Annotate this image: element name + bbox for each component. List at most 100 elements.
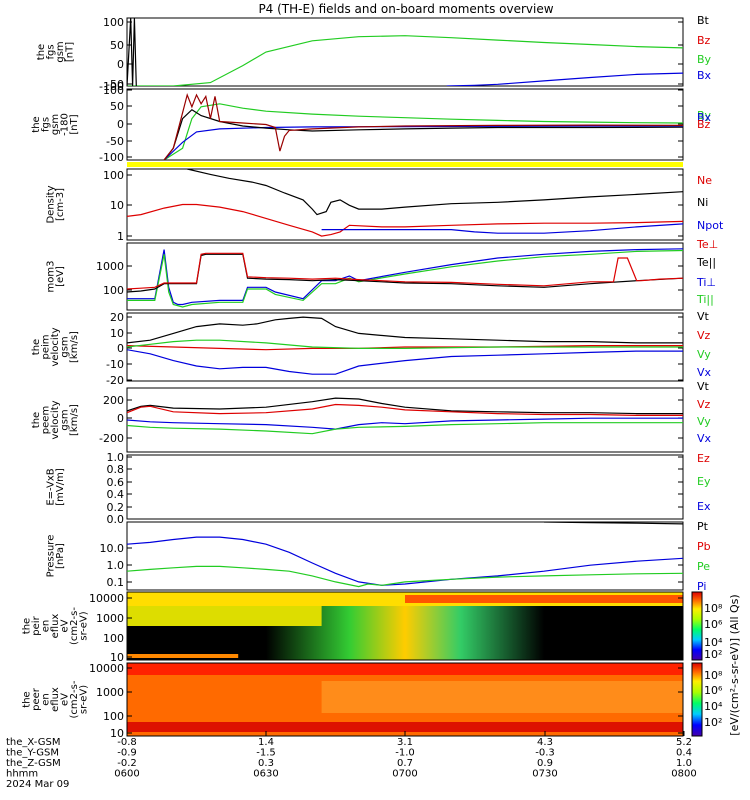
panel-frame [126, 387, 684, 453]
x-row-value: 5.2 [676, 737, 692, 748]
series-line-Vx [127, 349, 683, 375]
y-tick-label: 0.1 [107, 576, 125, 589]
y-tick-label: 0 [117, 118, 124, 131]
colorbar-tick-label: 10⁶ [704, 684, 723, 697]
y-tick-label: 0.2 [107, 501, 125, 514]
y-axis-label: mom3 [45, 261, 56, 293]
date-label: 2024 Mar 09 [6, 779, 69, 790]
legend-entry-Pe: Pe [697, 560, 710, 573]
series-group [127, 397, 683, 435]
x-row-value: 4.3 [537, 737, 553, 748]
y-tick-label: 10000 [89, 662, 124, 675]
legend-entry-Vy: Vy [697, 348, 711, 361]
panel-pressure: 10.0 1.0 0.1 Pressure[nPa] Pt Pb Pe Pi [45, 520, 710, 593]
y-axis-label: [mV/m] [55, 468, 66, 506]
y-tick-label: 1.0 [107, 559, 125, 572]
y-tick-label: 200 [103, 394, 124, 407]
series-line-Vy [127, 422, 683, 435]
panel-ion-eflux: 10000 1000 100 10 thepeirenefluxeV(cm2-s-sr-… [22, 591, 684, 664]
series-line-Te⊥ [127, 252, 683, 290]
y-tick-label: -200 [99, 432, 124, 445]
panel-frame [126, 521, 684, 591]
electron-spectrogram-low-band [127, 722, 683, 732]
legend-entry-Te⊥: Te⊥ [696, 238, 718, 251]
legend-entry-Ni: Ni [697, 196, 708, 209]
y-tick-label: 1 [117, 230, 124, 243]
y-axis-label: [km/s] [69, 331, 80, 363]
series-line-Ne [127, 203, 683, 237]
series-group [163, 92, 683, 160]
y-tick-label: 0.8 [107, 463, 125, 476]
legend-entry-Bx: Bx [697, 69, 712, 82]
y-axis-label: the [31, 339, 42, 355]
y-tick-label: 0 [117, 342, 124, 355]
electron-spectrogram-high-band [127, 663, 683, 675]
x-row-value: -0.2 [117, 758, 137, 769]
colorbar-tick-label: 10⁴ [704, 636, 723, 649]
series-group [127, 248, 683, 308]
panel-electron-eflux: 10000 1000 100 10 thepeerenefluxeV(cm2-s-sr-… [22, 662, 684, 740]
y-axis-label: [km/s] [69, 404, 80, 436]
y-tick-label: 10000 [89, 592, 124, 605]
x-row-value: 0600 [114, 769, 139, 780]
legend-entry-Npot: Npot [697, 219, 724, 232]
series-line-Pe [127, 565, 683, 588]
y-axis-label: -180 [60, 113, 71, 136]
y-axis-label: fgs [45, 44, 56, 59]
y-tick-label: -100 [99, 151, 124, 164]
y-axis-label: en [41, 693, 52, 706]
x-row-value: 0.4 [676, 748, 692, 759]
x-row-value: 0630 [253, 769, 278, 780]
colorbar-tick-label: 10² [704, 716, 722, 729]
panel-efield: 1.00.80.60.40.20.0 E=-VxB[mV/m] Ez Ey Ex [45, 451, 711, 526]
y-axis-label: gsm [55, 41, 66, 62]
colorbar-label: [eV/(cm²-s-sr-eV)] (All Qs) [728, 594, 741, 735]
legend-entry-Pb: Pb [697, 540, 711, 553]
series-line-Pi [127, 536, 683, 586]
x-row-value: -0.3 [535, 748, 555, 759]
panels: 100500-50-100thefgsgsm[nT]BtBzByBx100500… [22, 14, 742, 740]
y-axis-label: eV [60, 693, 71, 706]
series-line-Pt [543, 522, 683, 525]
legend-entry-Vx: Vx [697, 366, 712, 379]
legend-entry-Vt: Vt [697, 380, 710, 393]
y-tick-label: 10 [110, 727, 124, 740]
y-tick-label: -20 [106, 374, 124, 387]
electron-spectrogram-mid-band [321, 681, 683, 713]
x-row-value: -1.5 [256, 748, 276, 759]
legend-entry-Ti||: Ti|| [696, 293, 714, 306]
y-tick-label: 50 [110, 100, 124, 113]
panel-frame [126, 88, 684, 161]
y-tick-label: 100 [103, 284, 124, 297]
x-row-value: 3.1 [397, 737, 413, 748]
y-tick-label: 100 [103, 169, 124, 182]
series-group [127, 18, 683, 86]
y-axis-label: en [41, 620, 52, 633]
y-axis-label: eflux [50, 687, 61, 712]
x-row-label: hhmm [6, 769, 38, 780]
y-tick-label: 50 [110, 39, 124, 52]
ion-spectrogram-upper-band [405, 595, 683, 603]
y-tick-label: -10 [106, 358, 124, 371]
colorbar-tick-label: 10⁴ [704, 700, 723, 713]
ion-spectrogram-mid-band [127, 606, 322, 626]
series-line-Vt [127, 316, 683, 344]
series-line-Vt [127, 397, 683, 415]
y-axis-label: (cm2-s- [69, 607, 80, 645]
y-axis-label: sr-eV) [79, 685, 90, 714]
y-axis-label: peem [41, 406, 52, 434]
series-line-Npot [321, 223, 683, 234]
y-tick-label: 100 [103, 84, 124, 97]
quality-flag-bar [127, 162, 683, 167]
panel-temperature: 1000 100 mom3[eV] Te⊥ Te|| Ti⊥ Ti|| [45, 238, 718, 311]
y-tick-label: -100 [99, 80, 124, 93]
y-tick-label: 100 [103, 16, 124, 29]
series-group [127, 316, 683, 375]
x-row-value: 1.0 [676, 758, 692, 769]
legend-entry-Vz: Vz [697, 329, 711, 342]
y-tick-label: 1000 [96, 612, 124, 625]
y-tick-label: 1000 [96, 260, 124, 273]
